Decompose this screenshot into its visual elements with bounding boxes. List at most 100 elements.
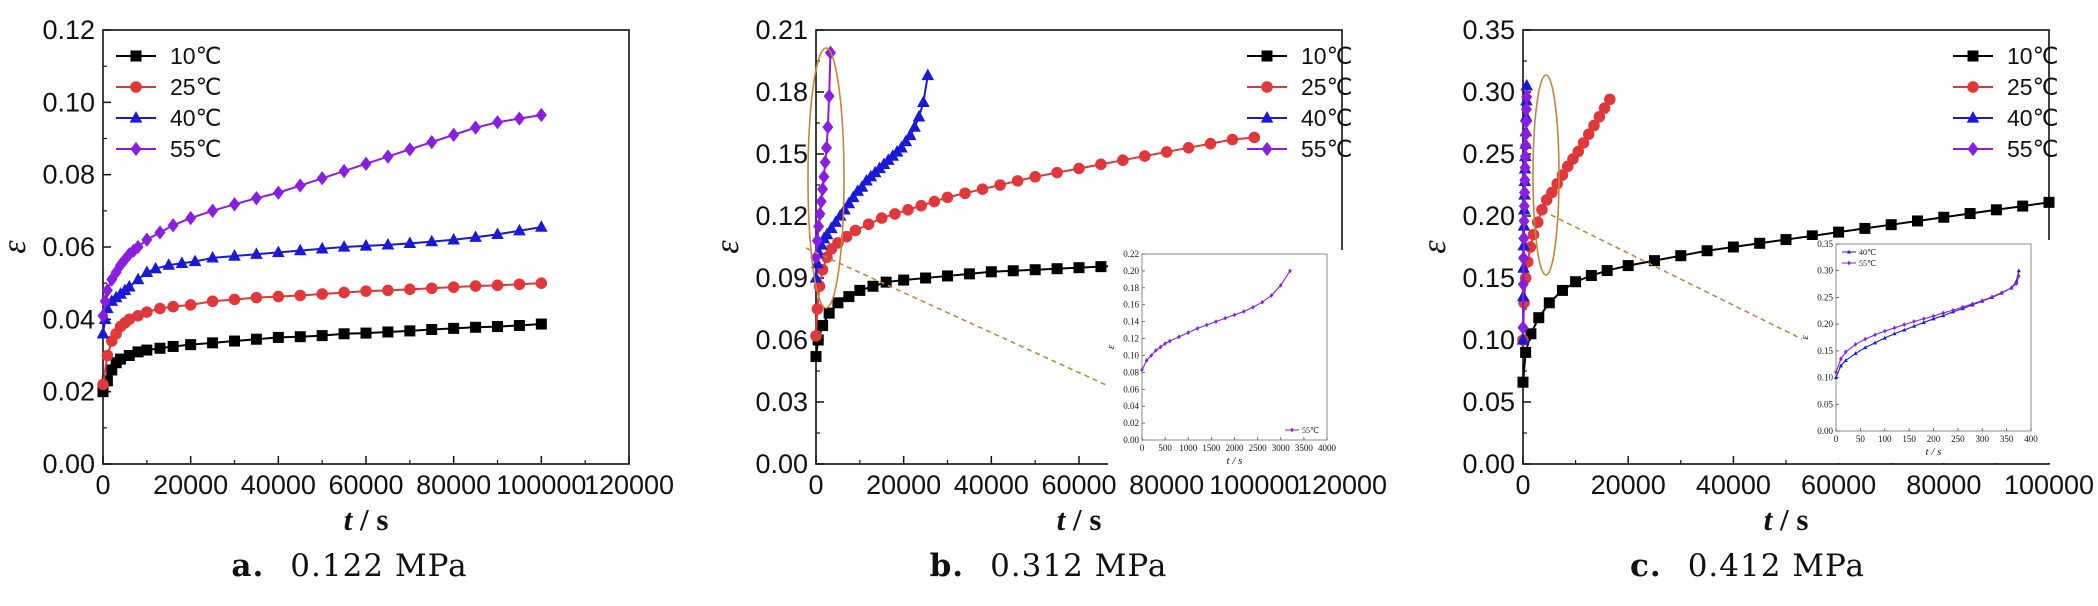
data-point [272,245,285,258]
y-axis-label: ε [0,240,33,254]
data-point [382,326,394,338]
data-point [1519,160,1531,175]
data-point [920,272,932,284]
data-point [1226,133,1239,146]
inset-data-point [1872,340,1878,345]
series-1 [1517,196,2055,388]
data-point [1520,102,1532,117]
data-point [359,239,373,251]
data-point [1598,102,1611,114]
x-tick-label: 0 [1515,470,1530,500]
data-point [1859,222,1871,234]
data-point [1011,175,1024,187]
data-point [1622,260,1634,272]
data-point [838,202,851,215]
inset-x-tick-label: 2500 [1249,443,1268,453]
data-point [250,291,263,304]
data-point [132,309,144,322]
data-point [1519,185,1531,200]
data-point [842,196,856,209]
data-point [115,353,127,365]
data-point [207,203,219,218]
data-point [404,142,416,157]
data-point [976,183,989,195]
inset-data-point [1204,322,1209,328]
inset-y-tick-label: 0.00 [1817,426,1833,436]
chart-panel-b: 0 20000 40000 60000 80000 100000 120000 0.00 0.0… [699,0,1398,606]
data-point [1117,154,1129,166]
data-point [1138,150,1151,162]
legend-label: 25℃ [170,74,221,100]
caption-c-label: c. [1630,548,1662,584]
inset-x-tick-label: 1000 [1179,443,1198,453]
data-point [843,291,855,303]
inset-background [1108,250,1347,472]
inset-x-tick-label: 2000 [1226,443,1245,453]
caption-c-text: 0.412 MPa [1687,548,1865,584]
x-tick-label: 120000 [1297,470,1387,500]
legend-marker [1967,81,1979,93]
inset-x-tick-label: 0 [1834,434,1839,444]
data-point [2043,196,2055,208]
data-point [915,199,927,212]
data-point [360,327,372,339]
data-point [1182,142,1195,154]
inset-data-point [1912,319,1916,324]
data-point [1675,250,1687,262]
data-point [206,295,219,308]
inset-legend-label: 40℃ [1859,248,1876,257]
inset-y-tick-label: 0.30 [1817,266,1833,276]
legend: 10℃ 25℃ 40℃ 55℃ [1247,43,1352,162]
data-point [491,227,504,240]
data-point [820,227,834,240]
data-point [823,307,835,319]
data-point [315,241,329,254]
inset-data-point [1163,341,1167,346]
inset-y-tick-label: 0.05 [1817,399,1833,409]
y-tick-label: 0.10 [42,87,95,117]
data-point [469,280,482,292]
inset-data-point [1853,351,1858,356]
data-point [1604,93,1616,106]
caption-a-text: 0.122 MPa [290,548,468,584]
data-point [470,321,482,333]
data-point [229,335,240,347]
inset-background [1802,240,2051,463]
inset-y-axis-label: ε [1799,335,1811,340]
series-1 [97,318,547,398]
data-point [154,225,166,240]
inset-data-point [2016,268,2021,273]
x-tick-label: 60000 [1041,470,1116,500]
data-point [1601,265,1613,277]
data-point [447,232,460,245]
data-point [825,221,838,234]
inset-y-tick-label: 0.18 [1123,283,1139,293]
data-point [1204,137,1217,150]
data-point [513,278,526,291]
y-tick-label: 0.21 [755,15,808,45]
inset-data-point [1839,356,1843,362]
data-point [1519,149,1531,164]
inset-data-point [1921,320,1926,325]
caption-b: b. 0.312 MPa [699,548,1398,584]
data-point [898,274,910,286]
inset-legend-marker [1847,260,1851,266]
y-tick-label: 0.00 [42,449,95,479]
data-point [1160,146,1173,158]
legend-label: 55℃ [170,136,221,162]
x-tick-label: 100000 [1209,470,1299,500]
data-point [1577,137,1590,149]
data-point [294,178,306,193]
inset-legend-marker [1290,427,1294,433]
legend-label: 25℃ [2007,74,2058,100]
x-tick-label: 80000 [1129,470,1204,500]
data-point [899,134,913,147]
data-point [1051,166,1063,179]
inset-y-tick-label: 0.14 [1123,317,1139,327]
inset-data-point [1149,353,1154,358]
inset-y-tick-label: 0.20 [1123,266,1139,276]
inset-y-tick-label: 0.04 [1123,401,1139,411]
data-point [832,297,844,309]
data-point [821,140,833,155]
